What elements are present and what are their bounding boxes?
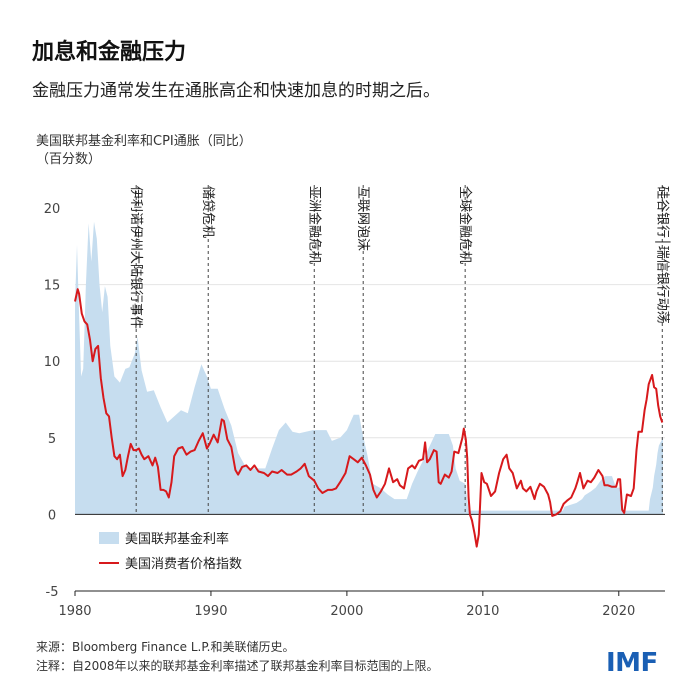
- x-tick-label: 2000: [330, 604, 363, 619]
- event-label: 互联网泡沫: [355, 186, 370, 251]
- event-label: 储贷危机: [200, 186, 215, 238]
- y-tick-label: 20: [44, 202, 61, 217]
- event-label: 伊利诺伊州大陆银行事件: [128, 186, 144, 329]
- y-tick-label: -5: [46, 585, 59, 600]
- chart-title: 加息和金融压力: [32, 40, 187, 65]
- event-label: 亚洲金融危机: [306, 186, 322, 264]
- y-tick-label: 5: [48, 432, 56, 447]
- cpi-line: [74, 288, 664, 548]
- imf-logo: IMF: [606, 648, 658, 678]
- event-label: 全球金融危机: [457, 186, 473, 264]
- x-tick-label: 1990: [194, 604, 227, 619]
- y-axis-title-line1: 美国联邦基金利率和CPI通胀（同比）: [36, 134, 252, 149]
- y-tick-label: 15: [44, 279, 61, 294]
- legend-label-cpi: 美国消费者价格指数: [125, 556, 242, 572]
- y-tick-label: 10: [44, 355, 61, 370]
- y-axis-title-line2: （百分数）: [36, 152, 102, 167]
- footnotes: 来源：Bloomberg Finance L.P.和美联储历史。 注释：自200…: [36, 638, 439, 676]
- x-tick-label: 2010: [466, 604, 499, 619]
- x-tick-label: 2020: [602, 604, 635, 619]
- y-axis-title: 美国联邦基金利率和CPI通胀（同比） （百分数）: [36, 133, 252, 169]
- y-tick-label: 0: [48, 508, 56, 523]
- event-label: 硅谷银行│瑞信银行动荡: [654, 186, 671, 324]
- fed-funds-area: [75, 221, 663, 515]
- source-note: 来源：Bloomberg Finance L.P.和美联储历史。: [36, 640, 295, 654]
- chart-subtitle: 金融压力通常发生在通胀高企和快速加息的时期之后。: [32, 81, 440, 101]
- legend-swatch-fed: [99, 532, 119, 544]
- footnote: 注释：自2008年以来的联邦基金利率描述了联邦基金利率目标范围的上限。: [36, 659, 439, 673]
- legend-label-fed: 美国联邦基金利率: [125, 531, 229, 547]
- x-tick-label: 1980: [58, 604, 91, 619]
